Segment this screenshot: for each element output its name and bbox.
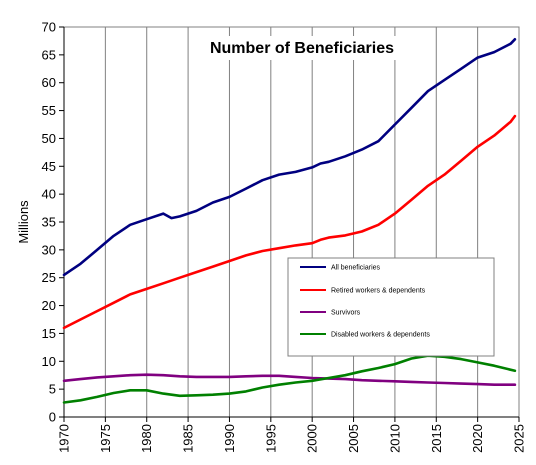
x-tick-label-2010: 2010 <box>387 424 402 453</box>
series-line-survivors <box>62 373 517 387</box>
y-tick-label-50: 50 <box>42 131 56 146</box>
x-tick-label-2000: 2000 <box>305 424 320 453</box>
series-line-retired-workers-dependents <box>62 114 517 330</box>
series-lines <box>62 37 517 404</box>
legend: All beneficiaries Retired workers & depe… <box>287 257 495 357</box>
y-axis-title: Millions <box>16 200 31 244</box>
x-tick-label-1985: 1985 <box>181 424 196 453</box>
legend-label-survivors: Survivors <box>331 310 361 317</box>
y-tick-label-65: 65 <box>42 47 56 62</box>
y-tick-label-40: 40 <box>42 187 56 202</box>
y-tick-label-70: 70 <box>42 20 56 35</box>
x-tick-label-2015: 2015 <box>429 424 444 453</box>
legend-label-all: All beneficiaries <box>331 265 381 272</box>
legend-label-disabled: Disabled workers & dependents <box>331 332 430 339</box>
y-tick-label-15: 15 <box>42 326 56 341</box>
x-tick-label-1990: 1990 <box>222 424 237 453</box>
y-tick-label-30: 30 <box>42 242 56 257</box>
y-tick-label-35: 35 <box>42 215 56 230</box>
x-tick-label-1995: 1995 <box>263 424 278 453</box>
legend-label-retired: Retired workers & dependents <box>331 288 426 295</box>
x-tick-label-2005: 2005 <box>346 424 361 453</box>
y-tick-label-60: 60 <box>42 75 56 90</box>
legend-box <box>287 257 495 357</box>
chart-title: Number of Beneficiaries <box>210 40 394 57</box>
chart-title-box <box>196 36 408 60</box>
series-line-all-beneficiaries <box>62 37 517 277</box>
y-tick-label-5: 5 <box>49 382 56 397</box>
x-tick-label-2020: 2020 <box>470 424 485 453</box>
x-tick-label-2025: 2025 <box>512 424 527 453</box>
x-tick-label-1980: 1980 <box>139 424 154 453</box>
y-tick-label-10: 10 <box>42 354 56 369</box>
x-tick-label-1970: 1970 <box>57 424 72 453</box>
y-tick-label-55: 55 <box>42 103 56 118</box>
y-tick-label-20: 20 <box>42 298 56 313</box>
y-tick-label-25: 25 <box>42 270 56 285</box>
y-tick-label-45: 45 <box>42 159 56 174</box>
y-tick-label-0: 0 <box>49 410 56 425</box>
x-tick-label-1975: 1975 <box>98 424 113 453</box>
